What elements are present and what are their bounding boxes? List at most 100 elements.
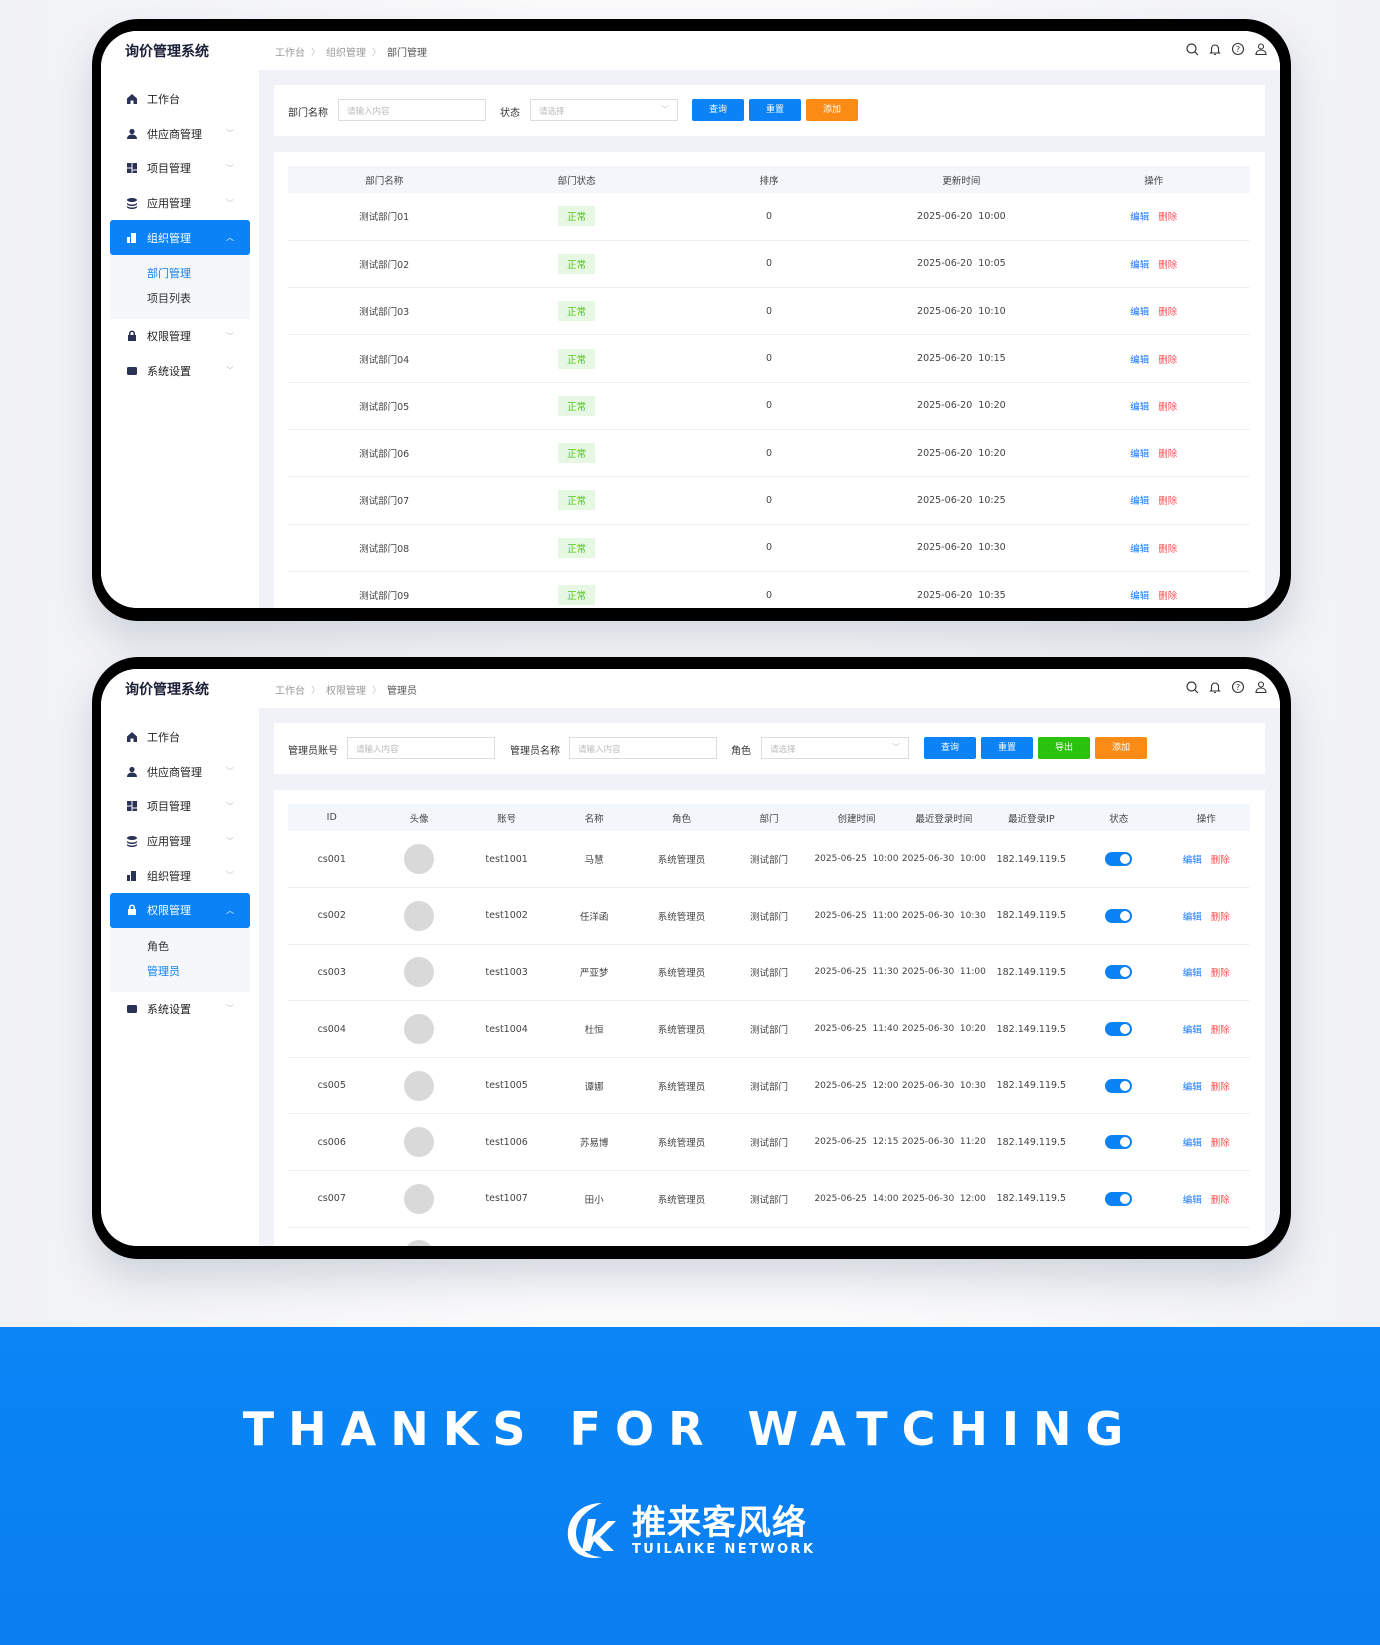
breadcrumb-item[interactable]: 工作台 (275, 686, 305, 697)
user-icon[interactable] (1254, 42, 1268, 56)
status-toggle[interactable] (1105, 1078, 1133, 1093)
add-button[interactable]: 添加 (806, 99, 858, 121)
column-header: 部门名称 (288, 166, 481, 193)
status-toggle[interactable] (1105, 965, 1133, 980)
svg-text:?: ? (1236, 683, 1240, 692)
delete-link[interactable]: 删除 (1158, 212, 1178, 224)
sidebar-item[interactable]: 应用管理 ﹀ (110, 824, 250, 859)
delete-link[interactable]: 删除 (1210, 1081, 1230, 1093)
bell-icon[interactable] (1208, 680, 1222, 694)
breadcrumb-item[interactable]: 工作台 (275, 48, 305, 59)
export-button[interactable]: 导出 (1038, 737, 1090, 759)
sidebar-item-label: 权限管理 (147, 904, 191, 918)
update-time: 2025-06-20 10:10 (865, 287, 1058, 336)
reset-button[interactable]: 重置 (981, 737, 1033, 759)
account: test1006 (462, 1113, 551, 1172)
submenu-item[interactable]: 部门管理 (147, 266, 191, 280)
edit-link[interactable]: 编辑 (1182, 1025, 1202, 1037)
sidebar-item[interactable]: 组织管理 ︿ (110, 220, 250, 255)
delete-link[interactable]: 删除 (1210, 1194, 1230, 1206)
department: 测试部门 (725, 1057, 813, 1115)
sidebar-item[interactable]: 项目管理 ﹀ (110, 151, 250, 186)
edit-link[interactable]: 编辑 (1130, 354, 1150, 366)
submenu-item[interactable]: 角色 (147, 939, 169, 953)
placeholder: 请输入内容 (578, 745, 621, 755)
status-select[interactable]: 请选择 ﹀ (530, 99, 678, 121)
delete-link[interactable]: 删除 (1210, 1025, 1230, 1037)
admin-id: cs005 (288, 1057, 376, 1115)
sidebar-item[interactable]: 组织管理 ﹀ (110, 858, 250, 893)
delete-link[interactable]: 删除 (1158, 543, 1178, 555)
sidebar-item-label: 供应商管理 (147, 765, 202, 779)
delete-link[interactable]: 删除 (1158, 591, 1178, 603)
edit-link[interactable]: 编辑 (1182, 855, 1202, 867)
delete-link[interactable]: 删除 (1210, 1138, 1230, 1150)
edit-link[interactable]: 编辑 (1130, 212, 1150, 224)
edit-link[interactable]: 编辑 (1182, 968, 1202, 980)
help-icon[interactable]: ? (1231, 680, 1245, 694)
account-input[interactable]: 请输入内容 (347, 737, 495, 759)
delete-link[interactable]: 删除 (1210, 855, 1230, 867)
sidebar-item[interactable]: 系统设置 ﹀ (110, 354, 250, 389)
edit-link[interactable]: 编辑 (1130, 449, 1150, 461)
chevron-down-icon: ﹀ (226, 163, 234, 173)
bell-icon[interactable] (1208, 42, 1222, 56)
status-toggle[interactable] (1105, 1022, 1133, 1037)
edit-link[interactable]: 编辑 (1130, 307, 1150, 319)
role-select[interactable]: 请选择 ﹀ (761, 737, 909, 759)
user-icon[interactable] (1254, 680, 1268, 694)
edit-link[interactable]: 编辑 (1130, 591, 1150, 603)
edit-link[interactable]: 编辑 (1182, 1138, 1202, 1150)
admin-name: 谭娜 (550, 1057, 638, 1115)
sidebar-item[interactable]: 供应商管理 ﹀ (110, 755, 250, 790)
help-icon[interactable]: ? (1231, 42, 1245, 56)
sidebar-item[interactable]: 工作台 (110, 82, 250, 117)
reset-button[interactable]: 重置 (749, 99, 801, 121)
edit-link[interactable]: 编辑 (1182, 1194, 1202, 1206)
sidebar-item[interactable]: 权限管理 ﹀ (110, 319, 250, 354)
edit-link[interactable]: 编辑 (1130, 543, 1150, 555)
edit-link[interactable]: 编辑 (1182, 1081, 1202, 1093)
delete-link[interactable]: 删除 (1158, 401, 1178, 413)
delete-link[interactable]: 删除 (1158, 307, 1178, 319)
dept-name-input[interactable]: 请输入内容 (338, 99, 486, 121)
sidebar-item[interactable]: 项目管理 ﹀ (110, 789, 250, 824)
delete-link[interactable]: 删除 (1210, 911, 1230, 923)
sidebar-item[interactable]: 供应商管理 ﹀ (110, 117, 250, 152)
add-button[interactable]: 添加 (1095, 737, 1147, 759)
delete-link[interactable]: 删除 (1158, 354, 1178, 366)
sidebar-item-label: 系统设置 (147, 364, 191, 378)
status-badge: 正常 (558, 443, 596, 464)
status-toggle[interactable] (1105, 852, 1133, 867)
edit-link[interactable]: 编辑 (1130, 259, 1150, 271)
status-toggle[interactable] (1105, 908, 1133, 923)
edit-link[interactable]: 编辑 (1130, 401, 1150, 413)
table-row: 测试部门08 正常 0 2025-06-20 10:30 编辑 删除 (288, 524, 1250, 572)
column-header: 头像 (375, 804, 463, 831)
breadcrumb-item[interactable]: 权限管理 (326, 686, 367, 697)
sidebar-item[interactable]: 工作台 (110, 720, 250, 755)
sidebar-item[interactable]: 系统设置 ﹀ (110, 992, 250, 1027)
edit-link[interactable]: 编辑 (1182, 911, 1202, 923)
search-icon[interactable] (1185, 680, 1199, 694)
sidebar-item[interactable]: 权限管理 ︿ (110, 892, 250, 928)
admin-name-input[interactable]: 请输入内容 (569, 737, 717, 759)
status-toggle[interactable] (1105, 1191, 1133, 1206)
chevron-down-icon: ﹀ (661, 105, 669, 114)
account: test1003 (462, 944, 551, 1002)
search-icon[interactable] (1185, 42, 1199, 56)
submenu-item[interactable]: 管理员 (147, 964, 180, 978)
delete-link[interactable]: 删除 (1158, 496, 1178, 508)
query-button[interactable]: 查询 (692, 99, 744, 121)
status-toggle[interactable] (1105, 1135, 1133, 1150)
edit-link[interactable]: 编辑 (1130, 496, 1150, 508)
delete-link[interactable]: 删除 (1158, 259, 1178, 271)
delete-link[interactable]: 删除 (1210, 968, 1230, 980)
filter-bar: 管理员账号 请输入内容 管理员名称 请输入内容 角色 请选择 ﹀ 查询 重置 导出… (274, 723, 1265, 774)
query-button[interactable]: 查询 (924, 737, 976, 759)
breadcrumb-item[interactable]: 组织管理 (326, 48, 367, 59)
submenu-item[interactable]: 项目列表 (147, 291, 191, 305)
avatar (404, 900, 435, 931)
sidebar-item[interactable]: 应用管理 ﹀ (110, 186, 250, 221)
delete-link[interactable]: 删除 (1158, 449, 1178, 461)
